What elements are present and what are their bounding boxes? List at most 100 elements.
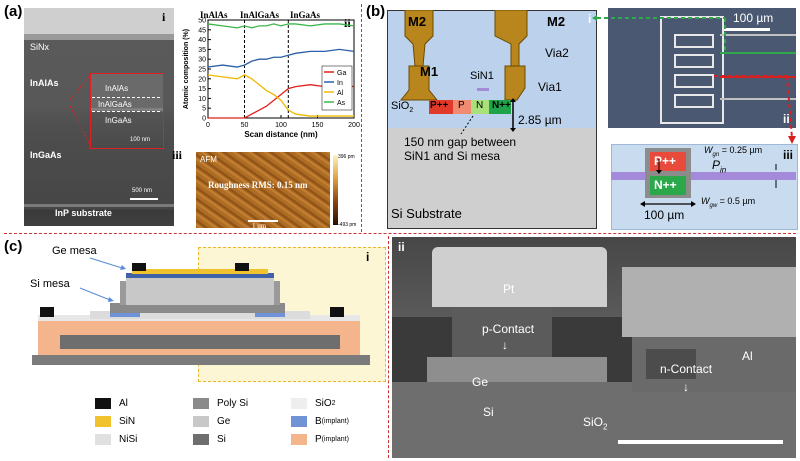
c-legend-item: Al (95, 398, 128, 409)
tem-inset-ingaas: InGaAs (105, 116, 132, 125)
chart-ytick-label-9: 45 (198, 27, 206, 34)
c-legend-item: Ge (193, 416, 230, 427)
b-wg-nn-block (650, 176, 686, 195)
b-m1: M1 (420, 64, 439, 79)
b-wg-pin-sub: in (720, 165, 727, 175)
b-wg-pp: P++ (654, 154, 677, 168)
chart-xlabel: Scan distance (nm) (244, 130, 318, 139)
c-legend-swatch (193, 434, 209, 445)
b-cross-substrate (387, 128, 597, 229)
divider-ab (361, 4, 362, 232)
b-micro-scale-label: 100 µm (733, 11, 774, 25)
b-thickness: 2.85 µm (518, 113, 562, 127)
panel-a-label: (a) (4, 3, 23, 20)
tem-label-sinx: SiNx (30, 42, 50, 52)
composition-chart: 0 5 10 15 20 25 30 35 40 45 50 0 50 100 150 200 Scan dis… (183, 18, 360, 139)
c-ge-mesa-label: Ge mesa (52, 245, 97, 257)
b-n: N (476, 100, 484, 111)
c-legend-item: Poly Si (193, 398, 248, 409)
c-sem-ge: Ge (472, 375, 489, 389)
c-legend-item: Si (193, 434, 226, 445)
panel-b-label: (b) (366, 3, 386, 20)
chart-legend-label-as: As (337, 100, 346, 107)
c-legend-swatch (95, 434, 111, 445)
c-sem-sio2-text: SiO (583, 415, 604, 429)
b-via1: Via1 (538, 80, 562, 94)
c-sem-sio2: SiO2 (583, 415, 607, 431)
chart-xtick-label-1: 50 (241, 122, 249, 129)
chart-region-3: InGaAs (290, 10, 321, 20)
b-micro-sub-label: ii (783, 112, 790, 126)
c-callout-arrows (79, 257, 126, 302)
b-wg-arrows (640, 159, 777, 207)
b-wg-nn: N++ (654, 178, 677, 192)
b-m2-right: M2 (547, 14, 566, 29)
chart-ylabel: Atomic composition (%) (183, 29, 190, 109)
b-wg-pin-text: P (712, 158, 721, 172)
afm-image (196, 152, 330, 228)
b-wg-sub-label: iii (783, 148, 794, 162)
c-sem-p-contact: p-Contact (482, 322, 535, 336)
c-sem-si: Si (483, 405, 494, 419)
c-legend-item: SiO 2 (291, 398, 336, 409)
tem-inset-inalgaas: InAlGaAs (98, 100, 132, 109)
tem-inset-scale: 100 nm (130, 137, 151, 143)
c-cross-sub-label: i (366, 250, 370, 264)
chart-legend-label-al: Al (337, 90, 344, 97)
c-sem-scale-bar (618, 440, 783, 444)
tem-scale-bar (130, 198, 158, 200)
b-cross-sub-label: i (588, 12, 592, 26)
c-legend-label: Ge (217, 416, 231, 427)
afm-colorbar (333, 155, 338, 225)
afm-scale-bar (248, 220, 278, 222)
b-pp: P++ (430, 100, 449, 111)
c-sem-pt: Pt (503, 282, 515, 296)
chart-xtick-label-0: 0 (206, 122, 210, 129)
chart-region-1: InAlAs (200, 10, 228, 20)
c-sem-p-arrow: ↓ (502, 338, 508, 352)
tem-zoom-lines (70, 74, 91, 146)
b-wg-core (611, 172, 796, 180)
b-connector-lines (592, 15, 796, 144)
b-sio2-text: SiO (391, 100, 410, 112)
b-wg-wgw-val: = 0.5 µm (717, 196, 756, 206)
chart-ytick-label-2: 10 (198, 96, 206, 103)
chart-ytick-label-8: 40 (198, 37, 206, 44)
b-wg-length: 100 µm (644, 208, 685, 222)
c-legend-swatch (95, 416, 111, 427)
tem-scale-label: 500 nm (132, 188, 153, 194)
c-legend-swatch (291, 416, 307, 427)
c-legend-swatch (291, 434, 307, 445)
b-gap-note-2: SiN1 and Si mesa (404, 149, 501, 163)
chart-series-al (207, 74, 354, 117)
b-micro-scale-bar (724, 28, 770, 31)
tem-label-inalas: InAlAs (30, 78, 59, 88)
chart-series-ga (208, 84, 355, 119)
c-legend-label: Al (119, 398, 128, 409)
c-si-mesa-label: Si mesa (30, 278, 70, 290)
c-legend-label: Si (217, 434, 226, 445)
c-sem-sub-label: ii (398, 240, 405, 254)
chart-region-2: InAlGaAs (240, 10, 280, 20)
c-sem-n-contact: n-Contact (660, 362, 713, 376)
c-legend-label: NiSi (119, 434, 138, 445)
c-legend-label-sub: (implant) (321, 418, 349, 425)
afm-title: AFM (200, 155, 217, 164)
chart-ytick-label-6: 30 (198, 57, 206, 64)
chart-legend-box (321, 65, 353, 111)
b-metal-stack (399, 10, 528, 135)
b-wg-wgn-sub: gn (712, 151, 720, 158)
c-legend-item: SiN (95, 416, 135, 427)
b-p: P (458, 100, 465, 111)
tem-inset-dash1 (92, 97, 160, 98)
c-legend-item: NiSi (95, 434, 137, 445)
panel-c-label: (c) (4, 238, 23, 255)
chart-xtick-label-2: 100 (275, 122, 287, 129)
b-wg-wgw-w: W (701, 196, 710, 206)
chart-ytick-label-1: 5 (202, 106, 206, 113)
chart-ytick-label-10: 50 (198, 18, 206, 25)
c-legend-item: P (implant) (291, 434, 349, 445)
c-legend-item: B (implant) (291, 416, 349, 427)
chart-ytick-label-3: 15 (198, 86, 206, 93)
b-nn: N++ (492, 100, 511, 111)
